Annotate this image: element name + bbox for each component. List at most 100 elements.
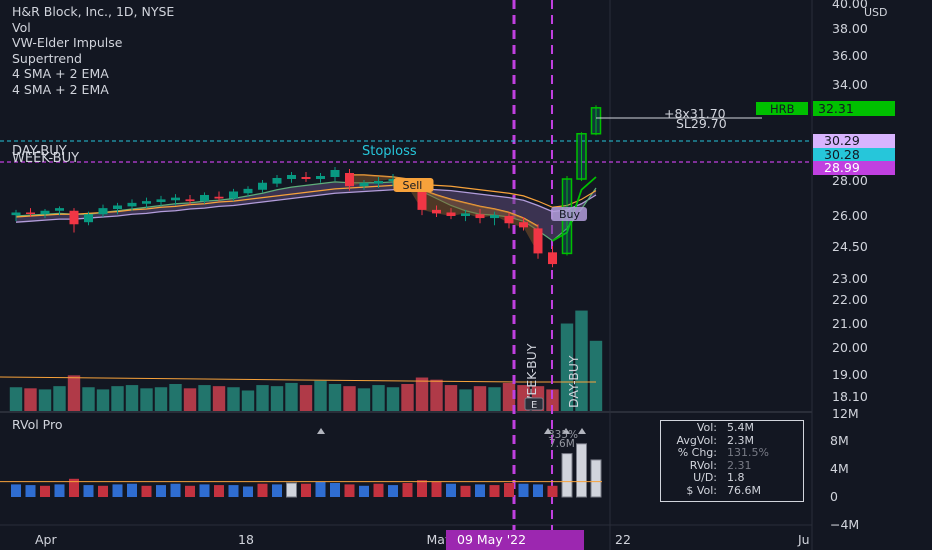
volume-bar <box>38 389 52 411</box>
day-buy-label: DAY-BUY <box>12 144 67 159</box>
volume-bar <box>285 382 298 411</box>
volume-bar <box>488 387 501 411</box>
candle-body[interactable] <box>519 222 528 228</box>
candle-body[interactable] <box>504 216 514 224</box>
candle-body[interactable] <box>330 170 340 177</box>
volume-bar <box>444 385 458 411</box>
volume-bar <box>328 384 342 411</box>
week-buy-label: WEEK-BUY <box>12 151 79 166</box>
sma-slow-line <box>15 183 597 218</box>
price-tick-label: 19.00 <box>832 367 868 382</box>
candle-body[interactable] <box>11 212 21 216</box>
candle-body[interactable] <box>214 196 224 199</box>
crosshair-date-label: 09 May '22 <box>457 532 526 547</box>
candle-body[interactable] <box>185 199 195 202</box>
rvol-tick-label: −4M <box>830 517 859 532</box>
candle-body[interactable] <box>461 213 470 216</box>
candle-body[interactable] <box>417 185 427 210</box>
rvol-bar <box>561 453 573 498</box>
candle-body[interactable] <box>98 208 108 215</box>
candle-body[interactable] <box>374 181 383 184</box>
candle-body[interactable] <box>287 175 296 179</box>
volume-bar <box>111 386 124 411</box>
candle-body[interactable] <box>533 228 543 254</box>
volume-bar <box>357 388 371 411</box>
last-price-label: 32.31 <box>818 101 854 116</box>
rvol-bar <box>112 484 123 497</box>
volume-bar <box>299 385 313 411</box>
ema-line <box>15 188 597 223</box>
rvol-bar <box>533 484 543 497</box>
candle-body[interactable] <box>55 208 64 211</box>
candle-body[interactable] <box>446 212 456 217</box>
stats-key: AvgVol: <box>676 433 717 447</box>
candle-body[interactable] <box>26 212 35 215</box>
candle-body[interactable] <box>258 182 267 190</box>
rvol-bar <box>446 483 456 497</box>
volume-bar <box>314 380 327 411</box>
rvol-bar <box>301 483 311 497</box>
candle-body[interactable] <box>432 209 441 214</box>
price-tick-label: 34.00 <box>832 77 868 92</box>
rvol-bar <box>315 481 326 497</box>
candle-body[interactable] <box>548 252 557 265</box>
volume-bar <box>154 387 168 411</box>
earnings-marker[interactable] <box>524 397 544 411</box>
candle-body[interactable] <box>142 201 151 204</box>
indicator-sma-ema-1[interactable]: 4 SMA + 2 EMA <box>12 66 109 81</box>
candle-body[interactable] <box>576 133 587 180</box>
price-tick-label: 18.10 <box>832 389 868 404</box>
stats-row-ud: U/D: 1.8 <box>661 472 803 485</box>
candle-body[interactable] <box>229 191 238 199</box>
candle-body[interactable] <box>171 197 180 201</box>
candle-body[interactable] <box>490 215 499 219</box>
volume-bar <box>53 386 66 411</box>
candle-body[interactable] <box>475 214 485 219</box>
symbol-tag <box>756 102 808 115</box>
candle-body[interactable] <box>84 214 93 223</box>
rvol-bar <box>286 482 297 498</box>
rvol-percent-label: 335% <box>548 429 578 441</box>
indicator-vw-elder-impulse[interactable]: VW-Elder Impulse <box>12 35 123 50</box>
price-tick-label: 24.50 <box>832 239 868 254</box>
indicator-supertrend[interactable]: Supertrend <box>12 50 82 66</box>
candle-body[interactable] <box>113 205 122 210</box>
candle-body[interactable] <box>316 176 325 179</box>
candle-body[interactable] <box>40 210 50 215</box>
candle-body[interactable] <box>200 195 209 202</box>
candle-body[interactable] <box>243 188 253 194</box>
indicator-vol[interactable]: Vol <box>12 19 31 35</box>
buy-signal-badge[interactable] <box>551 207 587 221</box>
rvol-bar <box>228 485 239 497</box>
candle-body[interactable] <box>590 107 602 135</box>
line-price-tag <box>813 134 895 148</box>
stats-row-avgvol: AvgVol: 2.3M <box>661 433 803 448</box>
volume-bar <box>227 387 240 411</box>
candle-body[interactable] <box>272 178 282 184</box>
indicator-sma-ema-2[interactable]: 4 SMA + 2 EMA <box>12 81 109 97</box>
line-price-tag <box>813 161 895 175</box>
candle-body[interactable] <box>156 199 166 202</box>
symbol-title[interactable]: H&R Block, Inc., 1D, NYSE <box>12 4 175 19</box>
stats-key: RVol: <box>689 458 717 472</box>
rvol-spike-marker <box>562 428 570 434</box>
candle-body[interactable] <box>345 173 354 187</box>
candle-body[interactable] <box>69 210 79 225</box>
candle-body[interactable] <box>127 202 137 207</box>
volume-bar <box>372 385 385 411</box>
rvol-bar <box>98 485 108 497</box>
rvol-bar <box>576 443 587 498</box>
stats-row-chg: % Chg: 131.5% <box>661 447 803 460</box>
candle-body[interactable] <box>388 179 398 181</box>
rvol-pro-title[interactable]: RVol Pro <box>12 417 63 432</box>
currency-label: USD <box>864 6 888 19</box>
stats-row-rvol: RVol: 2.31 <box>661 458 803 473</box>
rvol-bar <box>25 485 36 497</box>
sell-signal-badge[interactable] <box>393 178 434 192</box>
candle-body[interactable] <box>359 182 369 187</box>
stats-value: 76.6M <box>727 483 761 497</box>
rvol-bar <box>54 484 65 497</box>
candle-body[interactable] <box>301 177 311 179</box>
line-price-tag-label: 30.28 <box>824 147 860 162</box>
